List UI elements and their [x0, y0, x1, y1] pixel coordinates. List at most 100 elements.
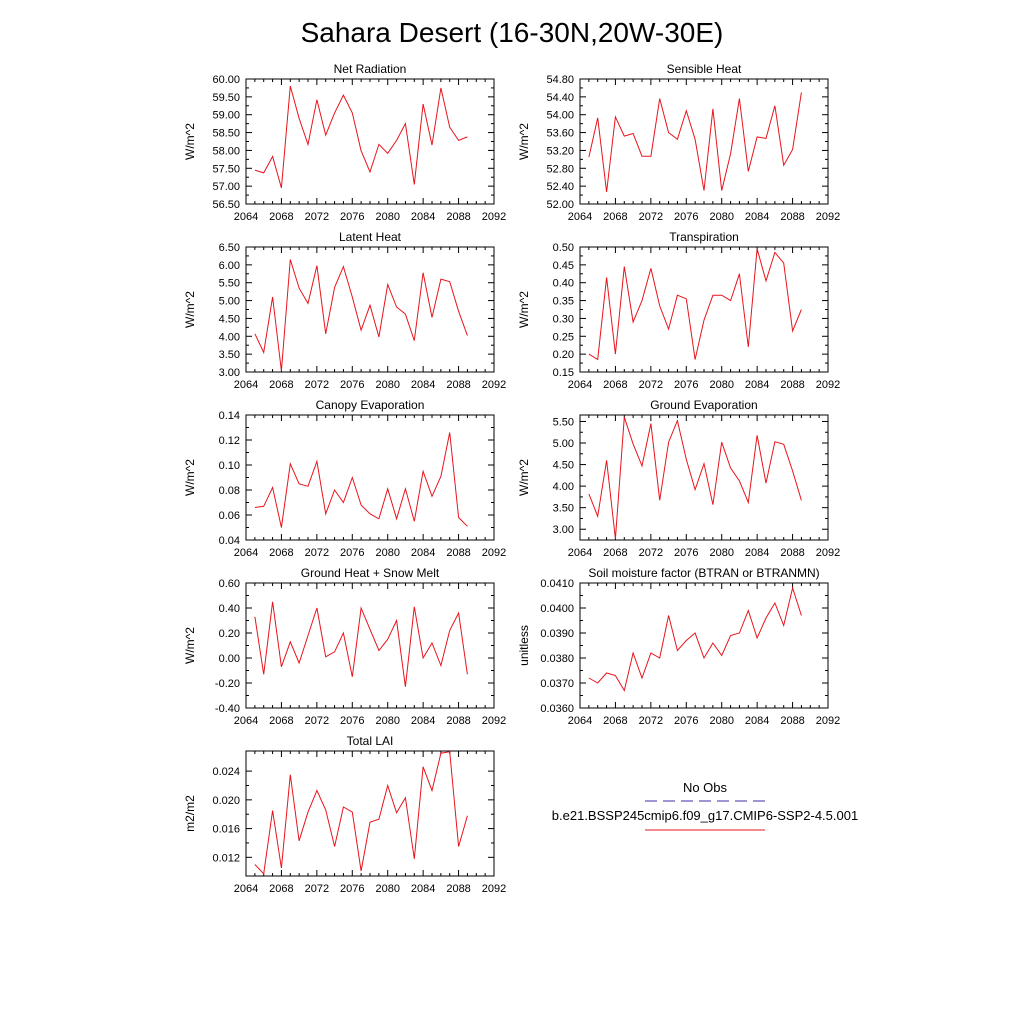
y-axis-label: W/m^2: [517, 291, 531, 328]
y-tick-label: 57.00: [212, 181, 240, 193]
plot-frame: [579, 414, 829, 541]
x-tick-label: 2076: [674, 547, 698, 559]
y-axis-label: m2/m2: [183, 795, 197, 832]
x-tick-label: 2076: [340, 715, 364, 727]
x-tick-label: 2084: [411, 883, 435, 895]
y-tick-label: 52.80: [546, 163, 574, 175]
y-tick-label: 6.50: [219, 242, 240, 254]
x-tick-label: 2064: [234, 211, 258, 223]
y-tick-label: 58.00: [212, 145, 240, 157]
x-tick-label: 2092: [482, 715, 506, 727]
x-tick-label: 2088: [446, 715, 470, 727]
y-tick-label: 0.40: [219, 603, 240, 615]
x-tick-label: 2072: [639, 211, 663, 223]
x-tick-label: 2064: [234, 715, 258, 727]
y-axis-label: W/m^2: [183, 459, 197, 496]
y-tick-label: 0.08: [219, 485, 240, 497]
x-tick-label: 2092: [482, 547, 506, 559]
chart-panel: Total LAI m2/m2 2064 2068 2072 2076 2080 2084 20…: [183, 734, 506, 895]
chart-panel: Latent Heat W/m^2 2064 2068 2072 2076 2080 2084…: [183, 230, 506, 391]
x-tick-label: 2080: [709, 211, 733, 223]
chart-panel: Ground Heat + Snow Melt W/m^2 2064 2068 2072…: [183, 566, 506, 727]
y-tick-label: 3.00: [553, 524, 574, 536]
x-tick-label: 2092: [816, 379, 840, 391]
x-tick-label: 2068: [603, 379, 627, 391]
y-tick-label: 58.50: [212, 128, 240, 140]
panel-title: Ground Evaporation: [650, 398, 757, 412]
x-tick-label: 2088: [780, 547, 804, 559]
x-tick-label: 2092: [816, 211, 840, 223]
panel-title: Net Radiation: [334, 62, 407, 76]
x-tick-label: 2092: [482, 379, 506, 391]
x-tick-label: 2092: [482, 211, 506, 223]
panel-title: Ground Heat + Snow Melt: [301, 566, 440, 580]
y-axis-label: W/m^2: [183, 123, 197, 160]
x-tick-label: 2068: [269, 379, 293, 391]
series-line: [254, 85, 468, 189]
y-tick-label: 0.0360: [540, 703, 574, 715]
x-tick-label: 2072: [639, 715, 663, 727]
x-tick-label: 2080: [709, 547, 733, 559]
x-tick-label: 2064: [568, 379, 592, 391]
chart-panel: Ground Evaporation W/m^2 2064 2068 2072 2076 2…: [517, 398, 840, 559]
y-tick-label: 0.60: [219, 578, 240, 590]
y-tick-label: 5.00: [219, 296, 240, 308]
x-tick-label: 2072: [305, 211, 329, 223]
y-tick-label: 3.50: [553, 503, 574, 515]
plot-frame: [245, 582, 495, 709]
y-tick-label: 0.0400: [540, 603, 574, 615]
y-tick-label: 0.00: [219, 653, 240, 665]
series-line: [588, 586, 802, 692]
x-tick-label: 2076: [674, 715, 698, 727]
x-tick-label: 2072: [305, 547, 329, 559]
y-tick-label: 0.30: [553, 313, 574, 325]
y-tick-label: 0.35: [553, 296, 574, 308]
y-tick-label: 53.60: [546, 128, 574, 140]
series-line: [254, 259, 468, 371]
y-tick-label: 0.12: [219, 435, 240, 447]
legend-model-label: b.e21.BSSP245cmip6.f09_g17.CMIP6-SSP2-4.…: [552, 808, 858, 823]
y-tick-label: 5.50: [219, 278, 240, 290]
x-tick-label: 2064: [568, 715, 592, 727]
x-tick-label: 2072: [305, 379, 329, 391]
panel-title: Canopy Evaporation: [316, 398, 425, 412]
y-tick-label: 4.50: [553, 460, 574, 472]
y-tick-label: 0.14: [219, 410, 240, 422]
y-tick-label: 0.0370: [540, 678, 574, 690]
series-line: [254, 432, 468, 528]
y-tick-label: 0.06: [219, 510, 240, 522]
x-tick-label: 2072: [639, 547, 663, 559]
panel-title: Sensible Heat: [667, 62, 742, 76]
y-tick-label: 0.45: [553, 260, 574, 272]
plot-frame: [579, 582, 829, 709]
x-tick-label: 2080: [709, 379, 733, 391]
y-tick-label: 0.40: [553, 278, 574, 290]
x-tick-label: 2064: [234, 379, 258, 391]
y-tick-label: 3.50: [219, 349, 240, 361]
x-tick-label: 2084: [411, 715, 435, 727]
y-tick-label: 60.00: [212, 74, 240, 86]
x-tick-label: 2076: [340, 379, 364, 391]
plot-frame: [245, 414, 495, 541]
y-tick-label: 52.40: [546, 181, 574, 193]
x-tick-label: 2088: [780, 379, 804, 391]
legend: No Obs b.e21.BSSP245cmip6.f09_g17.CMIP6-…: [552, 780, 858, 831]
y-tick-label: 57.50: [212, 163, 240, 175]
y-axis-label: W/m^2: [517, 459, 531, 496]
series-line: [588, 417, 802, 539]
y-tick-label: 0.04: [219, 535, 240, 547]
x-tick-label: 2084: [745, 715, 769, 727]
panel-title: Transpiration: [669, 230, 739, 244]
y-tick-label: 5.00: [553, 438, 574, 450]
legend-obs-label: No Obs: [683, 780, 728, 795]
y-tick-label: 0.50: [553, 242, 574, 254]
x-tick-label: 2088: [780, 211, 804, 223]
y-tick-label: 0.25: [553, 331, 574, 343]
x-tick-label: 2084: [411, 547, 435, 559]
x-tick-label: 2064: [568, 547, 592, 559]
x-tick-label: 2084: [745, 211, 769, 223]
chart-panel: Net Radiation W/m^2 2064 2068 2072 2076 2080 20…: [183, 62, 506, 223]
y-tick-label: 52.00: [546, 199, 574, 211]
x-tick-label: 2088: [780, 715, 804, 727]
x-tick-label: 2092: [816, 715, 840, 727]
